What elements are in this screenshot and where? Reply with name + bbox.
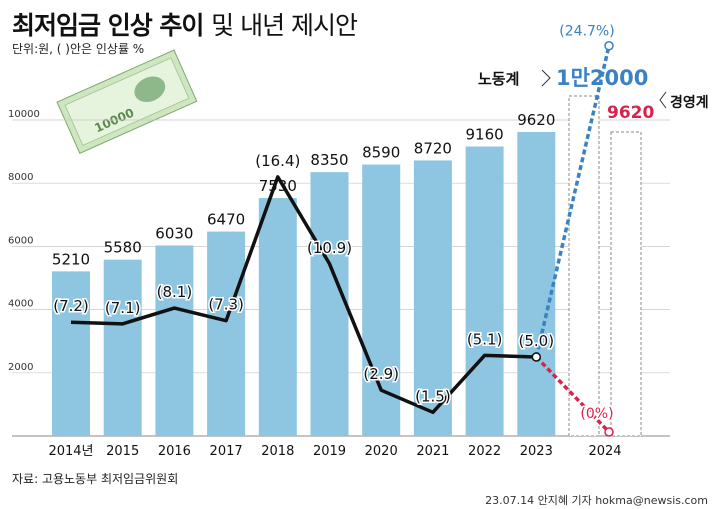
page-title: 최저임금 인상 추이 및 내년 제시안: [12, 6, 358, 42]
bar-value-label: 9620: [517, 111, 555, 129]
bar: [413, 160, 452, 436]
business-projection-line: [535, 355, 611, 434]
y-tick-label: 4000: [8, 299, 33, 310]
rate-label: (1.5): [415, 387, 451, 405]
rate-label: (5.0): [519, 332, 555, 350]
bar-value-label: 9160: [466, 126, 504, 144]
source-note: 자료: 고용노동부 최저임금위원회: [12, 472, 179, 486]
bar: [207, 231, 246, 436]
x-tick-label: 2017: [210, 444, 243, 459]
bar: [258, 198, 297, 436]
title-main: 최저임금 인상 추이: [12, 11, 204, 40]
y-tick-label: 10000: [8, 109, 40, 120]
bar: [465, 146, 504, 436]
bar-value-label: 8720: [414, 139, 452, 157]
bar: [310, 172, 349, 436]
bar-value-label: 6030: [155, 224, 193, 242]
unit-note: 단위:원, ( )안은 인상률 %: [12, 42, 145, 56]
bar-value-label: 5210: [52, 250, 90, 268]
x-tick-label: 2020: [365, 444, 398, 459]
business-name-label: 경영계: [670, 94, 709, 111]
business-value-label: 9620: [607, 103, 654, 123]
labor-projection-line: [534, 45, 611, 358]
x-tick-label: 2019: [313, 444, 346, 459]
rate-label: (7.1): [105, 299, 141, 317]
rate-label: (16.4): [255, 152, 300, 170]
x-tick-label: 2023: [520, 444, 553, 459]
banknote-icon: 10000: [56, 49, 198, 154]
bar: [517, 132, 556, 436]
x-tick-label: 2014년: [48, 444, 93, 459]
business-pointer: [659, 91, 667, 109]
bar-value-label: 8590: [362, 144, 400, 162]
credit-line: 23.07.14 안지혜 기자 hokma@newsis.com: [485, 494, 708, 507]
x-tick-label: 2021: [416, 444, 449, 459]
bar-value-label: 6470: [207, 211, 245, 229]
y-tick-label: 2000: [8, 362, 33, 373]
rate-point-business: [604, 427, 614, 437]
rate-point-current: [531, 352, 542, 362]
rate-label: (10.9): [307, 239, 352, 257]
labor-rate-label: (24.7%): [559, 24, 614, 40]
rate-label: (7.3): [208, 296, 244, 314]
rate-label: (8.1): [157, 283, 193, 301]
rate-label: (7.2): [53, 297, 89, 315]
labor-pointer: [541, 69, 551, 87]
x-tick-label: 2022: [468, 444, 501, 459]
y-tick-label: 6000: [8, 235, 33, 246]
title-sub: 및 내년 제시안: [211, 11, 358, 40]
rate-label: (5.1): [467, 330, 503, 348]
x-tick-label: 2016: [158, 444, 191, 459]
proposal-box-business: [610, 131, 642, 437]
bar-value-label: 5580: [104, 239, 142, 257]
labor-name-label: 노동계: [478, 70, 519, 88]
business-rate-label: (0%): [580, 406, 613, 422]
x-tick-label-proposal: 2024: [588, 444, 621, 459]
rate-point-labor: [604, 40, 614, 51]
x-tick-label: 2018: [261, 444, 294, 459]
bar: [52, 271, 90, 436]
proposal-box-labor: [568, 95, 600, 437]
rate-label: (2.9): [363, 365, 399, 383]
y-tick-label: 8000: [8, 172, 33, 183]
rate-line: [70, 175, 537, 415]
bar: [155, 245, 194, 436]
x-tick-label: 2015: [106, 444, 139, 459]
bar: [103, 259, 142, 436]
labor-value-label: 1만2000: [556, 66, 648, 90]
bar-value-label: 7530: [259, 177, 297, 195]
bar-value-label: 8350: [310, 151, 348, 169]
